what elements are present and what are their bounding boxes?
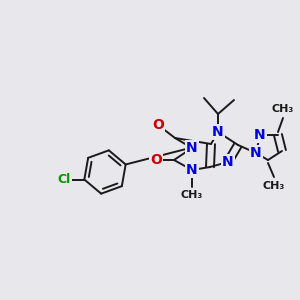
Text: O: O <box>152 118 164 132</box>
Text: CH₃: CH₃ <box>263 181 285 191</box>
Text: CH₃: CH₃ <box>272 104 294 114</box>
Text: CH₃: CH₃ <box>181 190 203 200</box>
Text: N: N <box>186 163 198 177</box>
Text: Cl: Cl <box>58 173 71 186</box>
Text: O: O <box>150 153 162 167</box>
Text: N: N <box>250 146 262 160</box>
Text: N: N <box>186 141 198 155</box>
Text: N: N <box>212 125 224 139</box>
Text: N: N <box>254 128 266 142</box>
Text: N: N <box>222 155 234 169</box>
